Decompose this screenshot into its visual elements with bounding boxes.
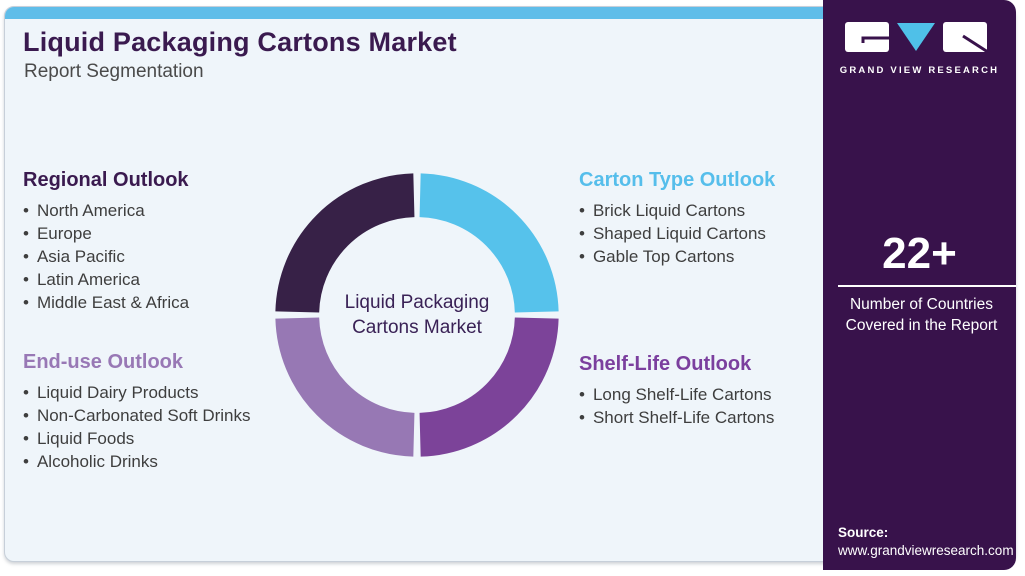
gvr-logo-icon (844, 22, 992, 56)
section-heading-carton-type: Carton Type Outlook (579, 169, 776, 191)
donut-segment-carton-type (418, 173, 559, 314)
stat-divider (838, 285, 1016, 288)
list-item: Liquid Dairy Products (23, 381, 251, 404)
list-item: Europe (23, 222, 189, 245)
list-item: Short Shelf-Life Cartons (579, 406, 774, 429)
section-carton-type-outlook: Carton Type Outlook Brick Liquid Cartons… (579, 169, 775, 268)
source-block: Source: www.grandviewresearch.com (838, 525, 1014, 558)
end-use-list: Liquid Dairy Products Non-Carbonated Sof… (23, 381, 251, 473)
donut-segment-shelf-life (418, 316, 559, 457)
section-heading-regional: Regional Outlook (23, 169, 189, 191)
list-item: North America (23, 199, 189, 222)
section-heading-end-use: End-use Outlook (23, 351, 183, 373)
list-item: Liquid Foods (23, 427, 251, 450)
donut-segment-regional (275, 173, 416, 314)
list-item: Brick Liquid Cartons (579, 199, 775, 222)
brand-logo-text: GRAND VIEW RESEARCH (839, 65, 1000, 76)
donut-center-line2: Cartons Market (352, 317, 482, 338)
donut-center-label: Liquid Packaging Cartons Market (271, 169, 563, 461)
list-item: Shaped Liquid Cartons (579, 222, 775, 245)
donut-chart: Liquid Packaging Cartons Market (271, 169, 563, 461)
section-end-use-outlook: End-use Outlook Liquid Dairy Products No… (23, 351, 251, 473)
section-regional-outlook: Regional Outlook North America Europe As… (23, 169, 189, 314)
sidebar: GRAND VIEW RESEARCH 22+ Number of Countr… (823, 0, 1016, 570)
list-item: Long Shelf-Life Cartons (579, 383, 774, 406)
stat-caption: Number of Countries Covered in the Repor… (845, 296, 998, 335)
regional-list: North America Europe Asia Pacific Latin … (23, 199, 189, 314)
donut-chart-svg (275, 173, 559, 457)
donut-center-line1: Liquid Packaging (344, 292, 490, 313)
list-item: Middle East & Africa (23, 291, 189, 314)
page-title: Liquid Packaging Cartons Market (23, 27, 457, 57)
donut-segment-end-use (275, 316, 416, 457)
brand-logo: GRAND VIEW RESEARCH (823, 22, 1016, 76)
stat-value: 22+ (882, 229, 957, 278)
page-subtitle: Report Segmentation (24, 61, 204, 82)
source-url: www.grandviewresearch.com (838, 543, 1014, 558)
carton-type-list: Brick Liquid Cartons Shaped Liquid Carto… (579, 199, 775, 268)
list-item: Asia Pacific (23, 245, 189, 268)
source-label: Source: (838, 525, 889, 540)
list-item: Non-Carbonated Soft Drinks (23, 404, 251, 427)
list-item: Alcoholic Drinks (23, 450, 251, 473)
top-accent-bar (5, 7, 1015, 19)
list-item: Gable Top Cartons (579, 245, 775, 268)
section-heading-shelf-life: Shelf-Life Outlook (579, 353, 752, 375)
section-shelf-life-outlook: Shelf-Life Outlook Long Shelf-Life Carto… (579, 353, 774, 429)
countries-stat: 22+ Number of Countries Covered in the R… (823, 229, 1016, 336)
shelf-life-list: Long Shelf-Life Cartons Short Shelf-Life… (579, 383, 774, 429)
list-item: Latin America (23, 268, 189, 291)
